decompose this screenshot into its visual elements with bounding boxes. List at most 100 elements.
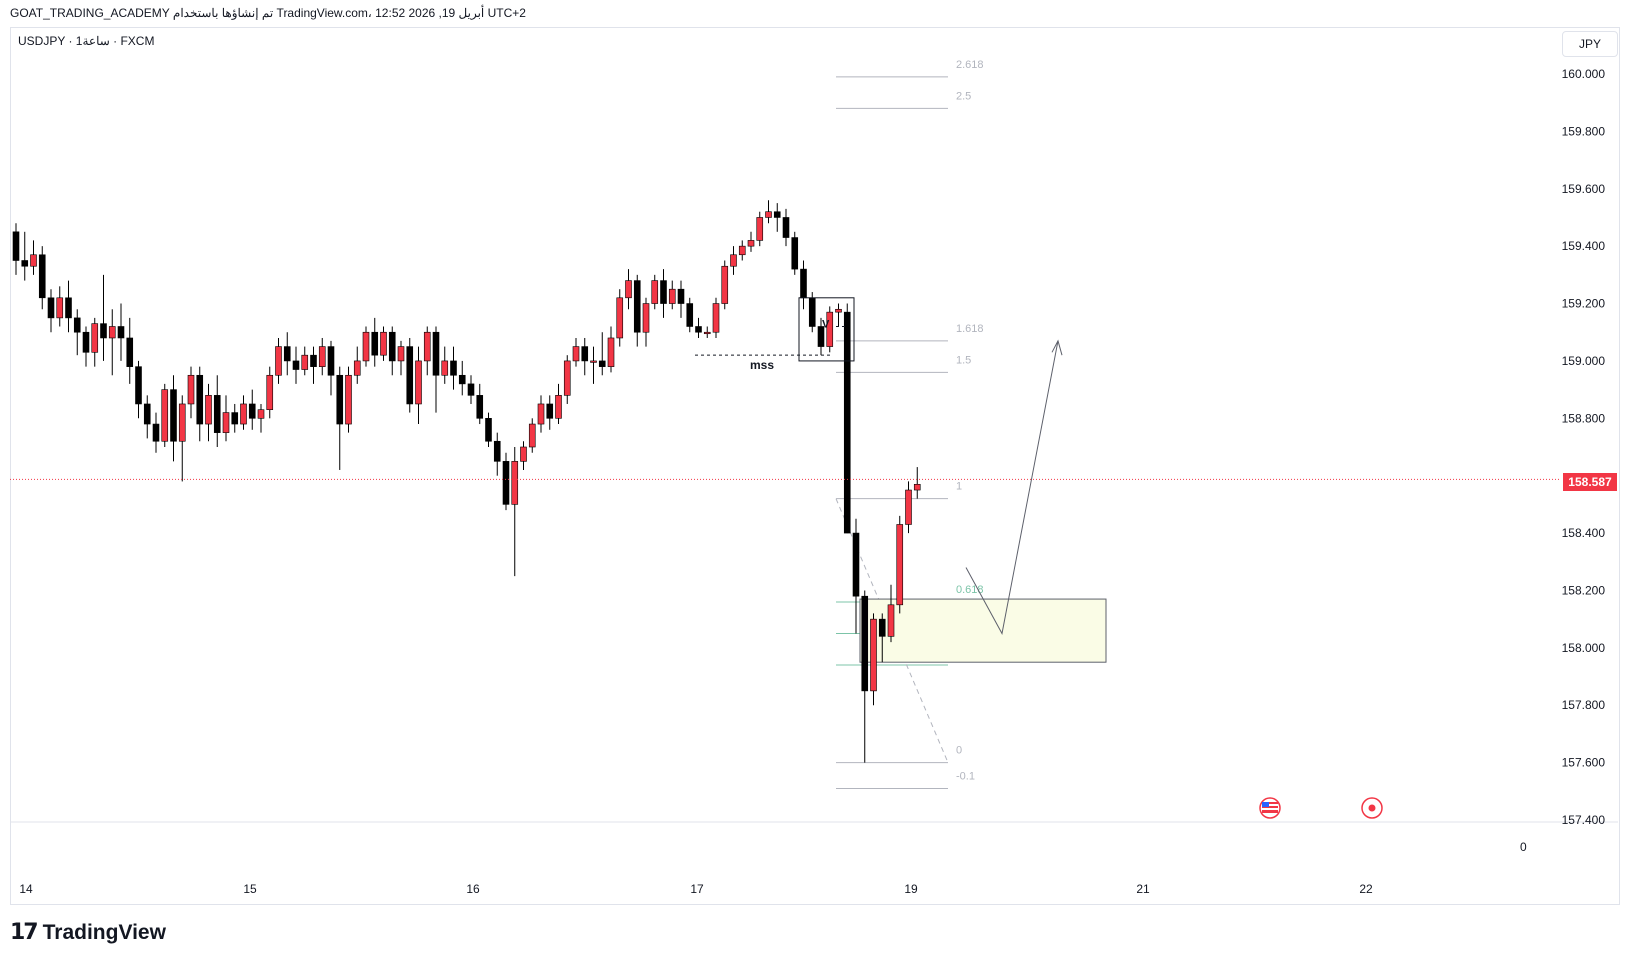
candle-body xyxy=(345,374,352,425)
candle xyxy=(327,340,335,396)
candle-body xyxy=(266,374,274,410)
candle-body xyxy=(56,297,64,319)
candle-body xyxy=(625,280,632,299)
candle-body xyxy=(721,265,729,304)
candle-body xyxy=(310,354,317,367)
candle-body xyxy=(143,403,151,425)
candle-body xyxy=(170,389,177,442)
candle xyxy=(178,395,186,482)
candle xyxy=(266,366,274,419)
candle xyxy=(817,317,825,356)
candle-body xyxy=(590,360,597,363)
x-tick-label: 16 xyxy=(466,882,480,896)
event-us-flag-icon[interactable] xyxy=(1259,797,1281,819)
current-price-tag: 158.587 xyxy=(1563,473,1617,491)
mss-label: mss xyxy=(750,358,774,372)
candle xyxy=(126,317,134,384)
fib-level-label: 2.618 xyxy=(956,59,984,71)
candle-body xyxy=(353,360,361,376)
candle xyxy=(756,211,764,247)
candle xyxy=(47,289,55,333)
candle-body xyxy=(65,297,72,319)
candle xyxy=(546,395,554,430)
candle-body xyxy=(878,618,886,637)
candle-body xyxy=(82,331,90,353)
x-tick-label: 15 xyxy=(243,882,257,896)
candle-body xyxy=(633,280,641,333)
candle-body xyxy=(730,254,737,267)
symbol-label[interactable]: USDJPY · 1ساعة · FXCM xyxy=(18,34,155,48)
candle-body xyxy=(388,331,396,362)
x-tick-label: 14 xyxy=(19,882,33,896)
time-axis[interactable]: 14 15 16 17 19 21 22 xyxy=(19,882,1373,896)
candle xyxy=(878,613,886,663)
candle-body xyxy=(30,254,37,267)
candle xyxy=(248,389,256,430)
currency-button[interactable]: JPY xyxy=(1562,31,1618,57)
candle-body xyxy=(467,383,475,396)
v-label: V xyxy=(822,319,830,331)
candle-body xyxy=(423,331,431,362)
candle xyxy=(467,375,475,404)
candle xyxy=(371,317,379,367)
candle xyxy=(432,326,440,413)
candle-body xyxy=(791,237,799,270)
candle xyxy=(913,467,921,499)
candle-body xyxy=(12,231,20,261)
candle xyxy=(353,346,361,384)
candle-body xyxy=(905,489,912,525)
candle-body xyxy=(782,217,790,238)
price-axis[interactable]: 160.000 159.800 159.600 159.400 159.200 159.0… xyxy=(1520,67,1605,854)
candle-body xyxy=(406,346,414,405)
candle xyxy=(791,231,799,275)
y-tick-label: 157.600 xyxy=(1562,756,1606,770)
y-tick-label: 159.000 xyxy=(1562,354,1606,368)
candle-body xyxy=(380,331,387,356)
candle-body xyxy=(668,288,676,304)
candle-body xyxy=(187,374,195,405)
tradingview-logo[interactable]: 17 TradingView xyxy=(10,920,166,945)
candle xyxy=(100,274,107,361)
candle-body xyxy=(450,360,457,376)
candle xyxy=(730,246,737,275)
candle xyxy=(380,326,387,361)
candle xyxy=(38,246,46,310)
event-record-icon[interactable] xyxy=(1361,797,1383,819)
brand-name: TradingView xyxy=(42,920,166,944)
candle xyxy=(65,280,72,333)
candle xyxy=(213,375,221,447)
y-tick-label: 158.800 xyxy=(1562,411,1606,425)
order-block-box xyxy=(798,297,855,362)
candle xyxy=(826,306,834,353)
candle-body xyxy=(100,323,107,339)
candle xyxy=(887,584,895,643)
candle xyxy=(896,515,904,614)
candle-body xyxy=(336,374,344,425)
candle xyxy=(275,337,282,384)
y-tick-label: 157.400 xyxy=(1562,813,1606,827)
candle-body xyxy=(108,326,116,339)
candle xyxy=(21,231,29,281)
candle xyxy=(345,366,352,433)
candle xyxy=(458,360,466,396)
candle xyxy=(205,383,212,442)
candle-body xyxy=(896,524,904,606)
projection-arrowhead xyxy=(1051,339,1063,356)
candle-body xyxy=(887,604,895,637)
chart-header: GOAT_TRADING_ACADEMY تم إنشاؤها باستخدام… xyxy=(10,6,526,20)
annotations[interactable]: mss V xyxy=(695,297,1063,635)
candle-body xyxy=(712,303,720,333)
candle-body xyxy=(703,331,711,335)
fib-level-label: 0 xyxy=(956,745,962,757)
candle xyxy=(222,395,230,442)
candle xyxy=(572,337,580,367)
candle xyxy=(73,309,81,356)
candle-body xyxy=(458,374,466,385)
candle xyxy=(633,274,641,347)
x-tick-label: 17 xyxy=(690,882,704,896)
demand-zone[interactable] xyxy=(859,598,1107,663)
candle-body xyxy=(231,412,239,425)
candle xyxy=(362,326,370,367)
